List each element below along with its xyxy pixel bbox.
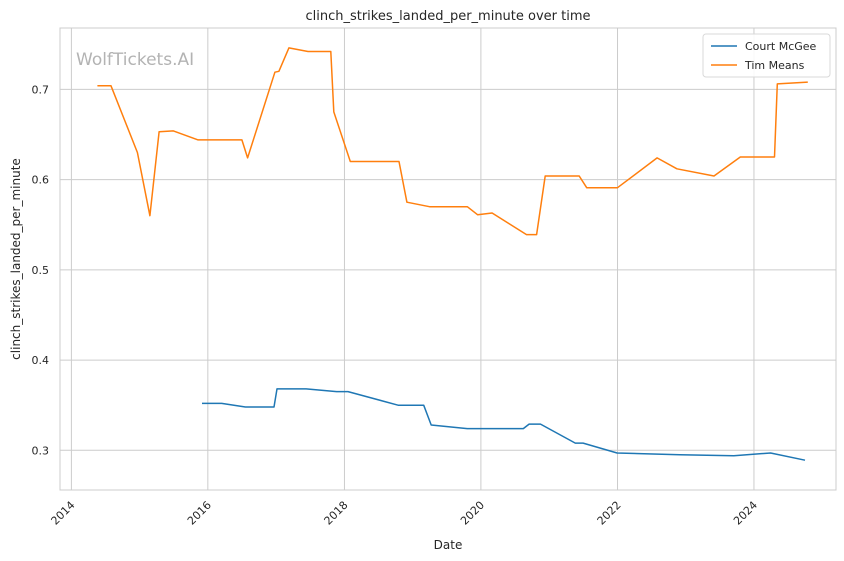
grid (60, 28, 836, 490)
y-tick-label: 0.3 (32, 444, 50, 457)
watermark: WolfTickets.AI (76, 50, 194, 70)
y-tick-label: 0.7 (32, 83, 50, 96)
y-axis-label: clinch_strikes_landed_per_minute (9, 158, 23, 360)
legend-frame (702, 33, 831, 78)
legend-label: Court McGee (745, 40, 817, 53)
series-line-tim-means (97, 47, 808, 236)
y-tick-label: 0.6 (32, 174, 50, 187)
y-tick-label: 0.5 (32, 264, 50, 277)
series-line-court-mcgee (202, 388, 806, 461)
legend-label: Tim Means (744, 59, 805, 72)
x-axis-label: Date (434, 538, 463, 552)
series-group (97, 47, 808, 461)
chart-title: clinch_strikes_landed_per_minute over ti… (305, 9, 590, 24)
plot-frame (59, 27, 837, 491)
legend: Court McGee Tim Means (702, 33, 831, 78)
y-tick-label: 0.4 (32, 354, 50, 367)
